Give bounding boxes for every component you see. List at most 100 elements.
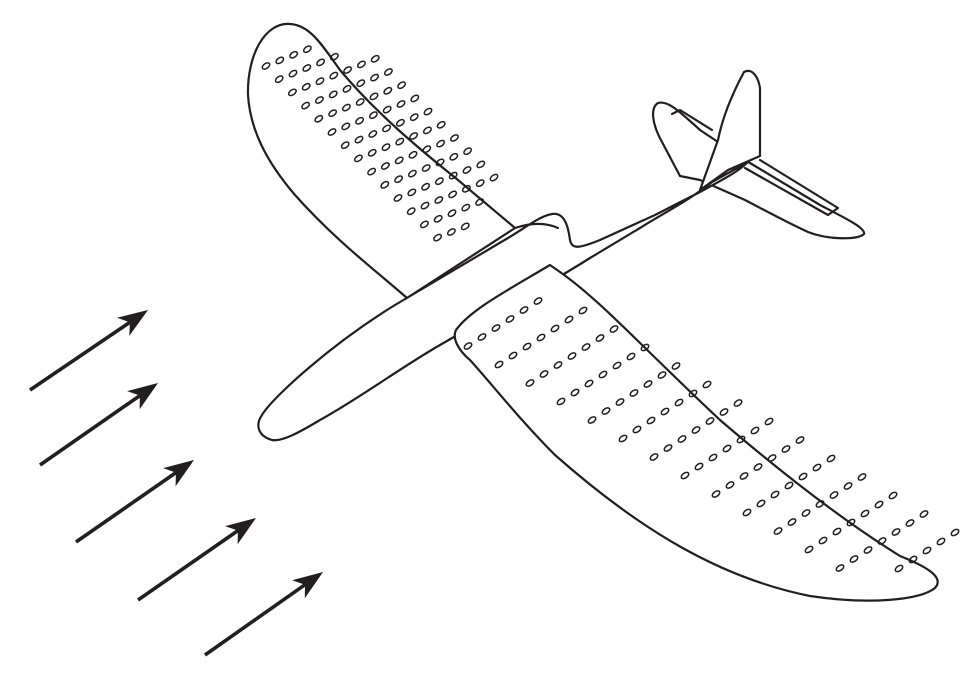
perforation-hole: [356, 60, 366, 69]
far-wing: [246, 22, 517, 300]
perforation-hole: [380, 162, 390, 170]
perforation-hole: [674, 398, 684, 407]
perforation-hole: [612, 361, 622, 370]
perforation-hole: [708, 453, 718, 462]
perforation-hole: [688, 389, 698, 398]
perforation-hole: [601, 407, 611, 415]
perforation-hole: [422, 126, 432, 135]
perforation-hole: [370, 54, 380, 63]
perforation-hole: [463, 342, 473, 350]
perforation-hole: [423, 107, 433, 116]
airflow-arrow: [38, 383, 158, 467]
perforation-hole: [519, 306, 529, 314]
perforation-hole: [725, 481, 735, 489]
perforation-hole: [787, 518, 797, 526]
perforation-hole: [314, 96, 324, 104]
tail-horizontal-stabilizer: [652, 101, 866, 240]
perforation-hole: [301, 101, 311, 110]
arrow-head: [163, 460, 194, 487]
perforation-hole: [327, 128, 337, 136]
perforation-hole: [448, 171, 458, 180]
perforation-hole: [773, 527, 783, 535]
perforation-hole: [489, 173, 499, 182]
perforation-hole: [815, 500, 825, 508]
perforation-hole: [556, 397, 566, 406]
perforation-hole: [406, 207, 416, 216]
perforation-hole: [460, 222, 470, 231]
perforation-hole: [446, 228, 456, 236]
perforation-hole: [691, 426, 701, 434]
perforation-hole: [382, 124, 392, 133]
perforation-hole: [626, 352, 636, 361]
perforation-hole: [598, 370, 608, 379]
perforation-hole: [368, 130, 378, 138]
perforation-hole: [383, 86, 393, 95]
perforation-hole: [764, 417, 774, 426]
perforation-hole: [289, 50, 299, 59]
perforation-hole: [553, 361, 563, 369]
perforation-hole: [567, 352, 577, 360]
perforation-hole: [314, 114, 324, 123]
perforation-hole: [395, 118, 405, 127]
perforation-hole: [494, 360, 504, 369]
perforation-hole: [694, 462, 704, 471]
perforation-hole: [369, 92, 379, 101]
perforation-hole: [367, 148, 377, 157]
perforation-hole: [908, 555, 918, 564]
perforation-hole: [463, 147, 473, 156]
perforation-hole: [888, 491, 898, 500]
perforation-hole: [408, 150, 418, 159]
perforation-hole: [329, 52, 339, 61]
perforation-hole: [919, 510, 929, 518]
perforation-hole: [936, 537, 946, 546]
arrow-head: [127, 383, 158, 410]
perforation-hole: [419, 220, 429, 229]
cockpit-shoulder-line: [513, 222, 560, 230]
perforation-hole: [409, 132, 419, 140]
perforation-hole: [367, 167, 377, 176]
perforation-hole: [733, 399, 743, 407]
perforation-hole: [301, 82, 311, 91]
perforation-hole: [640, 343, 650, 352]
perforation-hole: [395, 137, 405, 146]
perforation-hole: [393, 194, 403, 202]
perforation-hole: [657, 371, 667, 379]
perforation-hole: [436, 139, 446, 148]
perforation-hole: [508, 351, 518, 360]
perforation-hole: [770, 490, 780, 499]
perforation-hole: [564, 315, 574, 324]
perforation-hole: [420, 201, 430, 210]
airflow-arrow: [28, 310, 148, 392]
perforation-hole: [832, 527, 842, 536]
near-wing-perforations: [463, 297, 960, 573]
perforation-hole: [609, 325, 619, 333]
perforation-hole: [434, 196, 444, 204]
perforation-hole: [753, 463, 763, 471]
perforation-hole: [409, 113, 419, 122]
perforation-hole: [341, 122, 351, 131]
perforation-hole: [595, 334, 605, 342]
perforation-hole: [397, 81, 407, 90]
perforation-hole: [368, 111, 378, 120]
perforation-hole: [660, 407, 670, 416]
perforation-hole: [711, 490, 721, 498]
perforation-hole: [671, 362, 681, 370]
perforation-hole: [302, 64, 312, 72]
perforation-hole: [422, 145, 432, 154]
right-elevator-line: [743, 158, 840, 217]
far-wing-perforations: [261, 45, 499, 242]
perforation-hole: [491, 324, 501, 332]
perforation-hole: [649, 453, 659, 461]
perforation-hole: [750, 426, 760, 435]
perforation-hole: [394, 156, 404, 165]
perforation-hole: [341, 103, 351, 112]
perforation-hole: [829, 491, 839, 499]
perforation-hole: [407, 188, 417, 197]
perforation-hole: [874, 500, 884, 509]
perforation-hole: [615, 398, 625, 406]
perforation-hole: [843, 482, 853, 490]
perforation-hole: [584, 379, 594, 388]
perforation-hole: [539, 370, 549, 378]
perforation-hole: [448, 190, 458, 199]
